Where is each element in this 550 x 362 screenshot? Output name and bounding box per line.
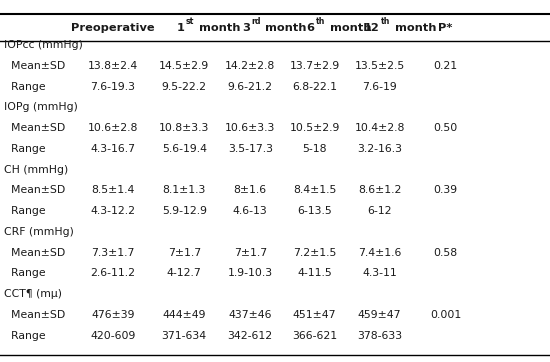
Text: 7.2±1.5: 7.2±1.5: [293, 248, 336, 258]
Text: Range: Range: [4, 144, 46, 154]
Text: 1.9-10.3: 1.9-10.3: [228, 268, 273, 278]
Text: th: th: [381, 17, 390, 26]
Text: 459±47: 459±47: [358, 310, 402, 320]
Text: 366-621: 366-621: [292, 331, 337, 341]
Text: Range: Range: [4, 268, 46, 278]
Text: 12: 12: [364, 22, 379, 33]
Text: month: month: [261, 22, 307, 33]
Text: 0.58: 0.58: [433, 248, 458, 258]
Text: 10.5±2.9: 10.5±2.9: [289, 123, 340, 133]
Text: 8±1.6: 8±1.6: [234, 185, 267, 195]
Text: 451±47: 451±47: [293, 310, 337, 320]
Text: 3.5-17.3: 3.5-17.3: [228, 144, 273, 154]
Text: 8.6±1.2: 8.6±1.2: [358, 185, 401, 195]
Text: 2.6-11.2: 2.6-11.2: [90, 268, 135, 278]
Text: 7.6-19.3: 7.6-19.3: [90, 82, 135, 92]
Text: 10.8±3.3: 10.8±3.3: [159, 123, 210, 133]
Text: month: month: [326, 22, 371, 33]
Text: IOPg (mmHg): IOPg (mmHg): [4, 102, 78, 113]
Text: 420-609: 420-609: [90, 331, 135, 341]
Text: 6-12: 6-12: [367, 206, 392, 216]
Text: Preoperative: Preoperative: [71, 22, 155, 33]
Text: 14.5±2.9: 14.5±2.9: [159, 61, 210, 71]
Text: st: st: [186, 17, 194, 26]
Text: 9.5-22.2: 9.5-22.2: [162, 82, 207, 92]
Text: 8.5±1.4: 8.5±1.4: [91, 185, 134, 195]
Text: Mean±SD: Mean±SD: [4, 123, 65, 133]
Text: Mean±SD: Mean±SD: [4, 61, 65, 71]
Text: Mean±SD: Mean±SD: [4, 185, 65, 195]
Text: 6: 6: [306, 22, 315, 33]
Text: rd: rd: [252, 17, 261, 26]
Text: 7±1.7: 7±1.7: [234, 248, 267, 258]
Text: Mean±SD: Mean±SD: [4, 248, 65, 258]
Text: 4-11.5: 4-11.5: [297, 268, 332, 278]
Text: 14.2±2.8: 14.2±2.8: [225, 61, 276, 71]
Text: Mean±SD: Mean±SD: [4, 310, 65, 320]
Text: Range: Range: [4, 82, 46, 92]
Text: 7.6-19: 7.6-19: [362, 82, 397, 92]
Text: 6-13.5: 6-13.5: [297, 206, 332, 216]
Text: Range: Range: [4, 206, 46, 216]
Text: 4.6-13: 4.6-13: [233, 206, 268, 216]
Text: 378-633: 378-633: [357, 331, 402, 341]
Text: 6.8-22.1: 6.8-22.1: [292, 82, 337, 92]
Text: 10.6±3.3: 10.6±3.3: [225, 123, 276, 133]
Text: 0.001: 0.001: [430, 310, 461, 320]
Text: month: month: [390, 22, 436, 33]
Text: Range: Range: [4, 331, 46, 341]
Text: th: th: [316, 17, 326, 26]
Text: 8.4±1.5: 8.4±1.5: [293, 185, 336, 195]
Text: 4.3-16.7: 4.3-16.7: [90, 144, 135, 154]
Text: P*: P*: [438, 22, 453, 33]
Text: 342-612: 342-612: [228, 331, 273, 341]
Text: month: month: [195, 22, 241, 33]
Text: 7±1.7: 7±1.7: [168, 248, 201, 258]
Text: 7.3±1.7: 7.3±1.7: [91, 248, 134, 258]
Text: CCT¶ (mμ): CCT¶ (mμ): [4, 289, 62, 299]
Text: 10.4±2.8: 10.4±2.8: [354, 123, 405, 133]
Text: CH (mmHg): CH (mmHg): [4, 165, 69, 175]
Text: 476±39: 476±39: [91, 310, 135, 320]
Text: 8.1±1.3: 8.1±1.3: [163, 185, 206, 195]
Text: 0.21: 0.21: [433, 61, 458, 71]
Text: 0.39: 0.39: [433, 185, 458, 195]
Text: 13.5±2.5: 13.5±2.5: [354, 61, 405, 71]
Text: 0.50: 0.50: [433, 123, 458, 133]
Text: 4.3-11: 4.3-11: [362, 268, 397, 278]
Text: IOPcc (mmHg): IOPcc (mmHg): [4, 40, 83, 50]
Text: 1: 1: [177, 22, 184, 33]
Text: 3.2-16.3: 3.2-16.3: [357, 144, 402, 154]
Text: 437±46: 437±46: [228, 310, 272, 320]
Text: 5.9-12.9: 5.9-12.9: [162, 206, 207, 216]
Text: 444±49: 444±49: [162, 310, 206, 320]
Text: 4-12.7: 4-12.7: [167, 268, 202, 278]
Text: 5-18: 5-18: [302, 144, 327, 154]
Text: CRF (mmHg): CRF (mmHg): [4, 227, 74, 237]
Text: 10.6±2.8: 10.6±2.8: [87, 123, 138, 133]
Text: 13.8±2.4: 13.8±2.4: [87, 61, 138, 71]
Text: 3: 3: [242, 22, 250, 33]
Text: 371-634: 371-634: [162, 331, 207, 341]
Text: 13.7±2.9: 13.7±2.9: [289, 61, 340, 71]
Text: 7.4±1.6: 7.4±1.6: [358, 248, 401, 258]
Text: 5.6-19.4: 5.6-19.4: [162, 144, 207, 154]
Text: 9.6-21.2: 9.6-21.2: [228, 82, 273, 92]
Text: 4.3-12.2: 4.3-12.2: [90, 206, 135, 216]
